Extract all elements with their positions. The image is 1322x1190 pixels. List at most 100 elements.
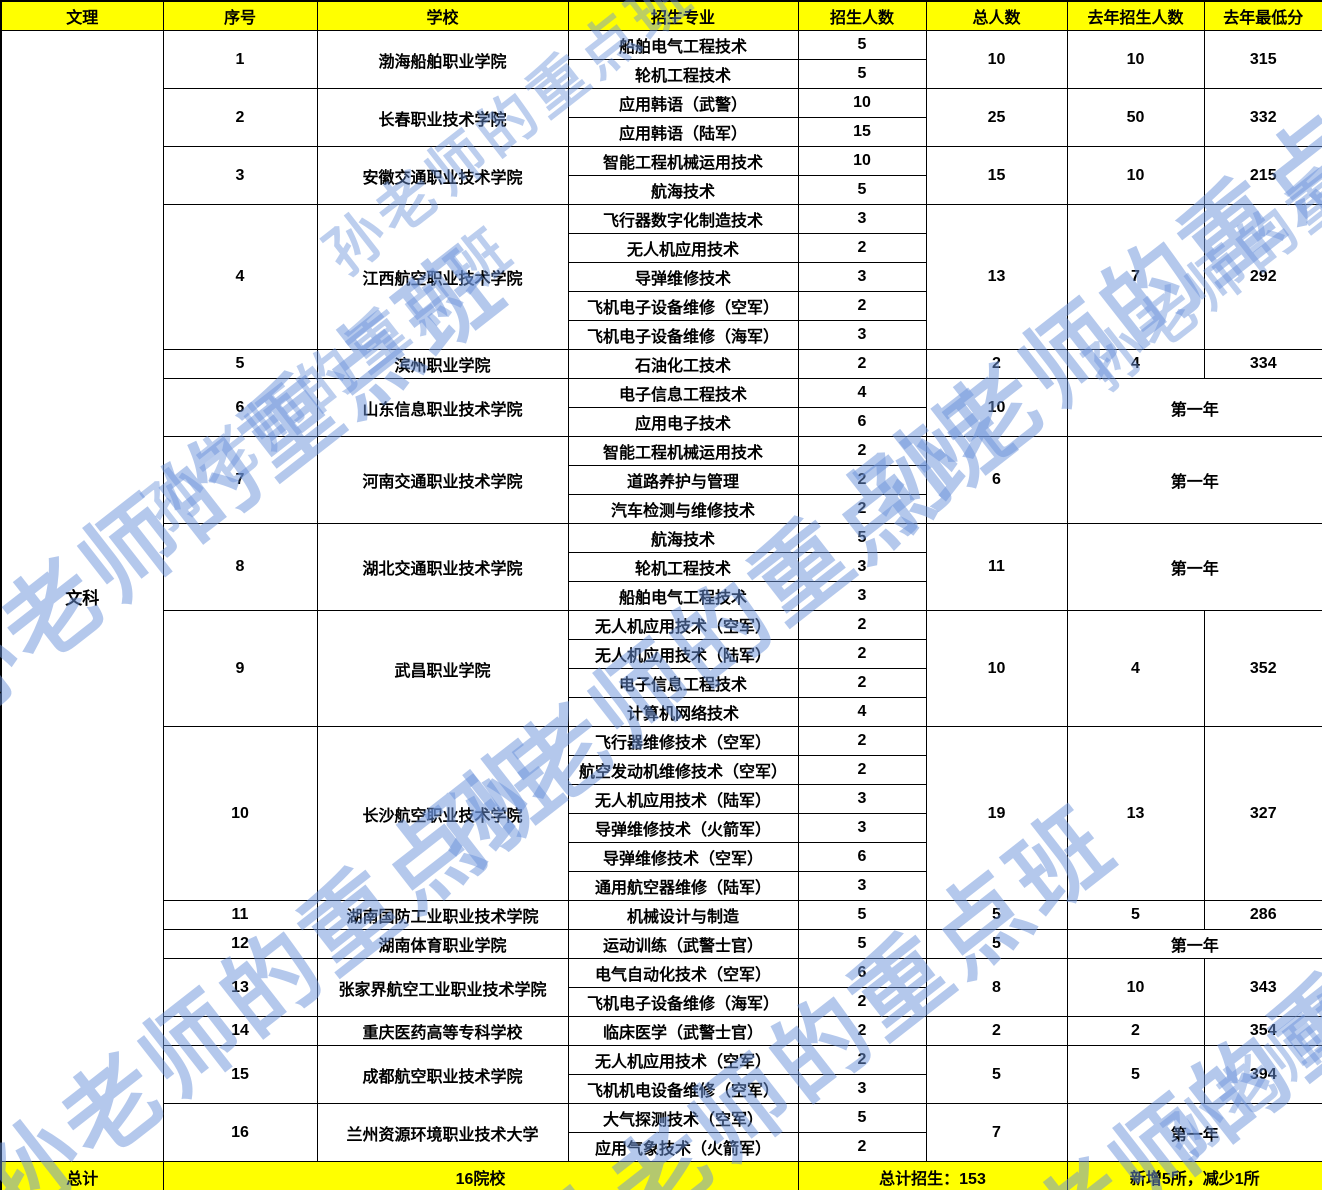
footer-total-enrollment: 总计招生：153: [797, 1161, 1068, 1190]
lastyear-min-cell: 352: [1203, 610, 1322, 727]
table-footer: 总计 16院校 总计招生：153 新增5所，减少1所: [0, 1161, 1322, 1190]
lastyear-count-cell: 5: [1066, 1045, 1205, 1104]
major-cell: 电子信息工程技术: [567, 378, 799, 408]
school-cell: 湖北交通职业技术学院: [316, 523, 569, 611]
count-cell: 2: [797, 639, 927, 669]
table-row: 2 长春职业技术学院 应用韩语（武警） 10 25 50 332: [1, 88, 1322, 147]
lastyear-min-cell: 332: [1203, 88, 1322, 147]
school-cell: 滨州职业学院: [316, 349, 569, 379]
first-year-cell: 第一年: [1066, 523, 1322, 611]
first-year-cell: 第一年: [1066, 1103, 1322, 1162]
table-row: 导弹维修技术（火箭军） 3: [1, 813, 1322, 843]
header-cell-major: 招生专业: [567, 0, 799, 31]
total-cell: 11: [925, 523, 1068, 611]
count-cell: 5: [797, 900, 927, 930]
header-cell-total: 总人数: [925, 0, 1068, 31]
count-cell: 3: [797, 204, 927, 234]
table-row: 6 山东信息职业技术学院 电子信息工程技术 4 10 第一年: [1, 378, 1322, 437]
table-row: 无人机应用技术（陆军） 2: [1, 639, 1322, 669]
major-cell: 智能工程机械运用技术: [567, 146, 799, 176]
count-cell: 2: [797, 668, 927, 698]
count-cell: 2: [797, 987, 927, 1017]
major-cell: 航海技术: [567, 175, 799, 205]
major-cell: 运动训练（武警士官）: [567, 929, 799, 959]
header-cell-lastyear-min: 去年最低分: [1203, 0, 1322, 31]
count-cell: 2: [797, 755, 927, 785]
serial-cell: 9: [162, 610, 318, 727]
count-cell: 2: [797, 349, 927, 379]
table-row: 飞机机电设备维修（空军） 3: [1, 1074, 1322, 1104]
total-cell: 2: [925, 349, 1068, 379]
major-cell: 导弹维修技术（火箭军）: [567, 813, 799, 843]
count-cell: 2: [797, 1045, 927, 1075]
major-cell: 无人机应用技术（空军）: [567, 1045, 799, 1075]
table-row: 航空发动机维修技术（空军） 2: [1, 755, 1322, 785]
table-row: 文科 1 渤海船舶职业学院 船舶电气工程技术 5 10 10 315: [0, 30, 1322, 1162]
total-cell: 19: [925, 726, 1068, 901]
table-row: 飞机电子设备维修（空军） 2: [1, 291, 1322, 321]
lastyear-min-cell: 215: [1203, 146, 1322, 205]
count-cell: 2: [797, 1132, 927, 1162]
lastyear-count-cell: 10: [1066, 30, 1205, 89]
footer-change-note: 新增5所，减少1所: [1066, 1161, 1322, 1190]
header-cell-count: 招生人数: [797, 0, 927, 31]
school-cell: 兰州资源环境职业技术大学: [316, 1103, 569, 1162]
table-row: 飞机电子设备维修（海军） 3: [1, 320, 1322, 350]
major-cell: 无人机应用技术（陆军）: [567, 784, 799, 814]
total-cell: 8: [925, 958, 1068, 1017]
major-cell: 应用电子技术: [567, 407, 799, 437]
table-row: 15 成都航空职业技术学院 无人机应用技术（空军） 2 5 5 394: [1, 1045, 1322, 1104]
school-cell: 湖南国防工业职业技术学院: [316, 900, 569, 930]
table-row: 航海技术 5: [1, 175, 1322, 205]
count-cell: 10: [797, 146, 927, 176]
school-cell: 山东信息职业技术学院: [316, 378, 569, 437]
major-cell: 汽车检测与维修技术: [567, 494, 799, 524]
serial-cell: 6: [162, 378, 318, 437]
header-cell-lastyear-count: 去年招生人数: [1066, 0, 1205, 31]
major-cell: 临床医学（武警士官）: [567, 1016, 799, 1046]
school-cell: 长沙航空职业技术学院: [316, 726, 569, 901]
major-cell: 航海技术: [567, 523, 799, 553]
footer-school-count: 16院校: [162, 1161, 799, 1190]
table-row: 12 湖南体育职业学院 运动训练（武警士官） 5 5 第一年: [1, 929, 1322, 959]
lastyear-count-cell: 5: [1066, 900, 1205, 930]
category-cell: 文科: [0, 30, 164, 1162]
count-cell: 3: [797, 581, 927, 611]
count-cell: 4: [797, 697, 927, 727]
table-row: 计算机网络技术 4: [1, 697, 1322, 727]
major-cell: 大气探测技术（空军）: [567, 1103, 799, 1133]
major-cell: 无人机应用技术（空军）: [567, 610, 799, 640]
count-cell: 3: [797, 320, 927, 350]
total-cell: 6: [925, 436, 1068, 524]
total-cell: 5: [925, 929, 1068, 959]
serial-cell: 16: [162, 1103, 318, 1162]
header-row: 文理 序号 学校 招生专业 招生人数 总人数 去年招生人数 去年最低分: [0, 0, 1322, 31]
serial-cell: 12: [162, 929, 318, 959]
serial-cell: 3: [162, 146, 318, 205]
count-cell: 4: [797, 378, 927, 408]
school-cell: 张家界航空工业职业技术学院: [316, 958, 569, 1017]
count-cell: 3: [797, 813, 927, 843]
table-row: 14 重庆医药高等专科学校 临床医学（武警士官） 2 2 2 354: [1, 1016, 1322, 1046]
major-cell: 机械设计与制造: [567, 900, 799, 930]
school-cell: 重庆医药高等专科学校: [316, 1016, 569, 1046]
count-cell: 10: [797, 88, 927, 118]
count-cell: 2: [797, 726, 927, 756]
school-cell: 湖南体育职业学院: [316, 929, 569, 959]
serial-cell: 10: [162, 726, 318, 901]
lastyear-count-cell: 7: [1066, 204, 1205, 350]
total-cell: 13: [925, 204, 1068, 350]
major-cell: 飞机电子设备维修（海军）: [567, 987, 799, 1017]
table-row: 10 长沙航空职业技术学院 飞行器维修技术（空军） 2 19 13 327: [1, 726, 1322, 901]
lastyear-min-cell: 292: [1203, 204, 1322, 350]
total-cell: 5: [925, 900, 1068, 930]
count-cell: 2: [797, 436, 927, 466]
school-cell: 渤海船舶职业学院: [316, 30, 569, 89]
major-cell: 飞行器数字化制造技术: [567, 204, 799, 234]
lastyear-count-cell: 13: [1066, 726, 1205, 901]
total-cell: 10: [925, 30, 1068, 89]
total-cell: 10: [925, 378, 1068, 437]
lastyear-min-cell: 315: [1203, 30, 1322, 89]
table-row: 13 张家界航空工业职业技术学院 电气自动化技术（空军） 6 8 10 343: [1, 958, 1322, 1017]
